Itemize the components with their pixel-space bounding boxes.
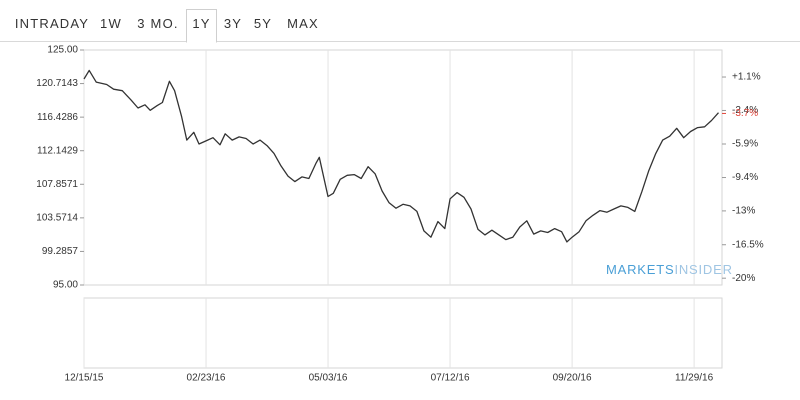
y-tick-label: 95.00	[53, 280, 78, 291]
current-change-label: -3.7%	[732, 108, 758, 119]
y-right-tick-label: +1.1%	[732, 72, 761, 83]
y-right-tick-label: -9.4%	[732, 172, 758, 183]
tab-5y[interactable]: 5Y	[253, 16, 273, 31]
logo-part-insider: INSIDER	[674, 262, 733, 277]
x-tick-label: 11/29/16	[675, 373, 714, 384]
y-tick-label: 112.1429	[37, 145, 78, 156]
y-tick-label: 107.8571	[36, 179, 78, 190]
y-right-tick-label: -5.9%	[732, 139, 758, 150]
volume-panel-frame	[83, 297, 723, 369]
tab-1w[interactable]: 1W	[100, 16, 122, 31]
range-tabs: INTRADAY 1W 3 MO. 1Y 3Y 5Y MAX	[0, 0, 800, 43]
y-right-tick-label: -16.5%	[732, 239, 764, 250]
y-tick-label: 99.2857	[42, 246, 79, 257]
tab-max[interactable]: MAX	[287, 16, 319, 31]
plot-frame	[83, 49, 723, 286]
y-tick-label: 116.4286	[37, 112, 78, 123]
x-tick-label: 05/03/16	[309, 373, 348, 384]
tab-3mo[interactable]: 3 MO.	[137, 16, 179, 31]
price-series-line	[83, 69, 719, 243]
x-tick-label: 12/15/15	[65, 373, 104, 384]
x-tick-label: 02/23/16	[187, 373, 226, 384]
x-tick-label: 07/12/16	[431, 373, 470, 384]
x-tick-label: 09/20/16	[553, 373, 592, 384]
tab-3y[interactable]: 3Y	[223, 16, 243, 31]
y-right-tick-label: -13%	[732, 206, 755, 217]
y-tick-label: 103.5714	[36, 212, 78, 223]
y-tick-label: 125.00	[47, 45, 78, 56]
markets-insider-logo: MARKETSINSIDER	[606, 262, 733, 277]
tab-intraday[interactable]: INTRADAY	[14, 16, 90, 31]
tab-1y[interactable]: 1Y	[186, 9, 217, 43]
y-tick-label: 120.7143	[36, 78, 78, 89]
y-right-tick-label: -20%	[732, 273, 755, 284]
y-right-tick-label: -2.4%	[732, 105, 758, 116]
logo-part-markets: MARKETS	[606, 262, 675, 277]
